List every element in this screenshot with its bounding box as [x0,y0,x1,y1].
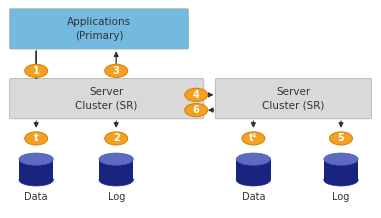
FancyBboxPatch shape [215,78,371,119]
Text: t¹: t¹ [249,133,258,143]
Text: Server
Cluster (SR): Server Cluster (SR) [262,87,325,111]
Bar [324,159,358,180]
Bar [19,159,53,180]
Circle shape [25,132,48,145]
Circle shape [105,64,128,77]
Text: Data: Data [242,192,265,202]
Ellipse shape [236,153,271,165]
Text: t: t [34,133,38,143]
Text: Log: Log [332,192,350,202]
FancyBboxPatch shape [10,78,204,119]
Ellipse shape [19,153,53,165]
FancyBboxPatch shape [10,9,189,49]
Circle shape [330,132,352,145]
Bar [236,159,271,180]
Ellipse shape [99,153,133,165]
Bar [99,159,133,180]
Ellipse shape [324,153,358,165]
Circle shape [105,132,128,145]
Ellipse shape [324,174,358,186]
Text: Server
Cluster (SR): Server Cluster (SR) [75,87,138,111]
Circle shape [242,132,265,145]
Ellipse shape [236,174,271,186]
Text: Log: Log [107,192,125,202]
Circle shape [25,64,48,77]
Circle shape [185,104,208,117]
Text: 4: 4 [193,90,200,100]
Text: 2: 2 [113,133,120,143]
Ellipse shape [19,174,53,186]
Circle shape [185,88,208,101]
Text: Applications
(Primary): Applications (Primary) [67,17,131,41]
Text: 1: 1 [33,66,40,76]
Text: 3: 3 [113,66,120,76]
Text: Data: Data [24,192,48,202]
Text: 6: 6 [193,105,200,115]
Text: 5: 5 [338,133,344,143]
Ellipse shape [99,174,133,186]
